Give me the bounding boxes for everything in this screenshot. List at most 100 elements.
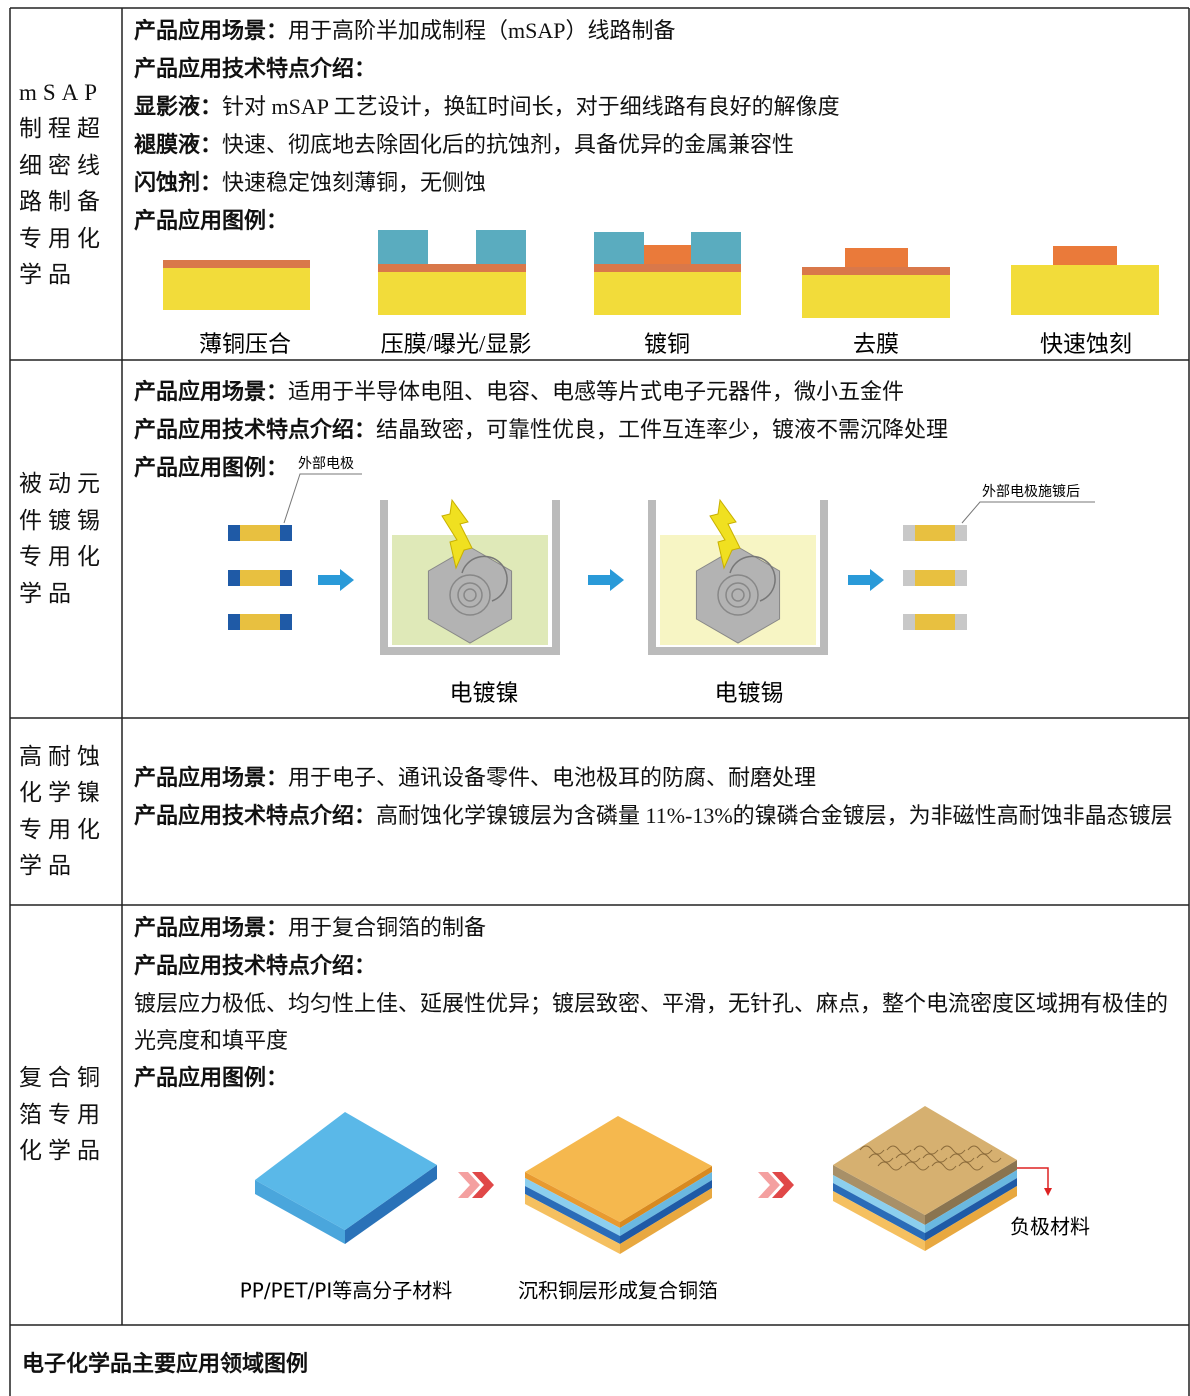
text-line: 产品应用技术特点介绍：: [134, 50, 1188, 88]
arrow: [848, 569, 884, 591]
texture: [886, 1145, 912, 1155]
layer-side: [525, 1172, 620, 1228]
caption: 薄铜压合: [199, 331, 291, 356]
label: 显影液：: [134, 95, 223, 120]
text-line: 产品应用场景：用于复合铜箔的制备: [134, 909, 1188, 947]
ring: [463, 588, 477, 602]
text-line: 产品应用场景：适用于半导体电阻、电容、电感等片式电子元器件，微小五金件: [134, 373, 1188, 411]
text-line: 褪膜液：快速、彻底地去除固化后的抗蚀剂，具备优异的金属兼容性: [134, 126, 1188, 164]
layer-top: [255, 1112, 437, 1230]
category: 被动元件镀锡专用化学品: [19, 471, 106, 606]
category: 复合铜箔专用化学品: [19, 1065, 106, 1164]
category-cell: 被动元件镀锡专用化学品: [10, 360, 122, 718]
component-end: [955, 570, 967, 586]
category: mSAP制程超细密线路制备专用化学品: [19, 79, 106, 288]
label: 产品应用技术特点介绍：: [134, 57, 377, 82]
bolt: [441, 498, 473, 570]
layer-side: [345, 1165, 437, 1244]
component-end: [280, 570, 292, 586]
ring: [449, 574, 491, 616]
text: 快速、彻底地去除固化后的抗蚀剂，具备优异的金属兼容性: [222, 132, 795, 157]
texture: [913, 1145, 939, 1155]
layer-top: [833, 1106, 1017, 1215]
chevron: [472, 1172, 494, 1198]
arrow: [318, 569, 354, 591]
component: [228, 570, 292, 586]
caption: 压膜/曝光/显影: [381, 331, 532, 356]
foil-diagram: 负极材料 PP/PET/PI等高分子材料 沉积铜层形成复合铜箔: [240, 1106, 1090, 1303]
bolt: [709, 498, 741, 570]
layer-side: [833, 1191, 925, 1251]
callout: 外部电极: [298, 456, 354, 472]
component-end: [228, 525, 240, 541]
texture: [922, 1153, 948, 1163]
text: 用于复合铜箔的制备: [288, 915, 487, 940]
text: 快速稳定蚀刻薄铜，无侧蚀: [222, 170, 487, 195]
text-line: 产品应用场景：用于高阶半加成制程（mSAP）线路制备: [134, 12, 1188, 50]
layer-side: [620, 1180, 712, 1244]
arrow: [588, 569, 624, 591]
category: 高耐蚀化学镍专用化学品: [19, 743, 106, 879]
ring: [717, 574, 759, 616]
texture: [976, 1153, 1002, 1163]
label: 产品应用场景：: [134, 766, 289, 791]
component: [903, 570, 967, 586]
layer-side: [620, 1188, 712, 1254]
category-cell: 复合铜箔专用化学品: [10, 905, 122, 1325]
table-lines: [9, 7, 1190, 1396]
msap-diagram: 薄铜压合 压膜/曝光/显影 镀铜 去膜 快速蚀刻: [163, 230, 1159, 356]
text-line: 产品应用图例：: [134, 1059, 1188, 1097]
layer-side: [620, 1172, 712, 1236]
component-end: [228, 570, 240, 586]
texture: [949, 1153, 975, 1163]
caption: 沉积铜层形成复合铜箔: [518, 1279, 718, 1303]
spin: [729, 555, 776, 602]
layer-side: [925, 1170, 1017, 1233]
texture: [859, 1145, 885, 1155]
category-cell: 高耐蚀化学镍专用化学品: [10, 718, 122, 905]
text-line: 产品应用图例：: [134, 449, 1188, 487]
label: 闪蚀剂：: [134, 171, 223, 196]
spin: [461, 555, 508, 602]
layer-side: [525, 1186, 620, 1244]
label: 产品应用技术特点介绍：: [134, 954, 377, 979]
section-text: 产品应用场景：用于复合铜箔的制备产品应用技术特点介绍： 镀层应力极低、均匀性上佳、…: [134, 909, 1188, 1097]
text: 镀层应力极低、均匀性上佳、延展性优异；镀层致密、平滑，无针孔、麻点，整个电流密度…: [134, 991, 1169, 1053]
section-text: 产品应用场景：适用于半导体电阻、电容、电感等片式电子元器件，微小五金件 产品应用技…: [134, 373, 1188, 487]
text-line: 产品应用技术特点介绍：结晶致密，可靠性优良，工件互连率少，镀液不需沉降处理: [134, 411, 1188, 449]
chevron: [458, 1172, 480, 1198]
text-line: 产品应用场景：用于电子、通讯设备零件、电池极耳的防腐、耐磨处理: [134, 759, 1188, 797]
component-end: [903, 614, 915, 630]
label: 产品应用图例：: [134, 456, 289, 481]
texture: [931, 1161, 957, 1171]
text: 适用于半导体电阻、电容、电感等片式电子元器件，微小五金件: [288, 379, 905, 404]
plating-diagram: 外部电极 外部电极施镀后 电镀镍 电镀锡: [228, 456, 1095, 705]
caption: 快速蚀刻: [1040, 331, 1132, 356]
hexagon: [427, 546, 513, 644]
ring: [457, 582, 483, 608]
text: 用于高阶半加成制程（mSAP）线路制备: [288, 18, 676, 43]
layer-side: [833, 1183, 925, 1241]
layer-side: [525, 1178, 620, 1236]
texture: [895, 1153, 921, 1163]
callout: 外部电极施镀后: [982, 483, 1080, 500]
caption: 去膜: [853, 331, 899, 356]
layer-side: [833, 1175, 925, 1233]
section-text: 产品应用场景：用于高阶半加成制程（mSAP）线路制备产品应用技术特点介绍： 显影液…: [134, 12, 1188, 240]
label: 产品应用图例：: [134, 1066, 289, 1091]
component: [903, 614, 967, 630]
layer-side: [925, 1186, 1017, 1251]
component: [228, 614, 292, 630]
caption: 镀铜: [644, 331, 690, 356]
texture: [940, 1145, 966, 1155]
text-line: 闪蚀剂：快速稳定蚀刻薄铜，无侧蚀: [134, 164, 1188, 202]
label: 产品应用技术特点介绍：: [134, 418, 377, 443]
component-end: [903, 570, 915, 586]
texture: [967, 1145, 993, 1155]
text-line: 显影液：针对 mSAP 工艺设计，换缸时间长，对于细线路有良好的解像度: [134, 88, 1188, 126]
text: 结晶致密，可靠性优良，工件互连率少，镀液不需沉降处理: [376, 417, 949, 442]
layer-top: [525, 1116, 712, 1222]
component-end: [955, 525, 967, 541]
chevron: [758, 1172, 780, 1198]
